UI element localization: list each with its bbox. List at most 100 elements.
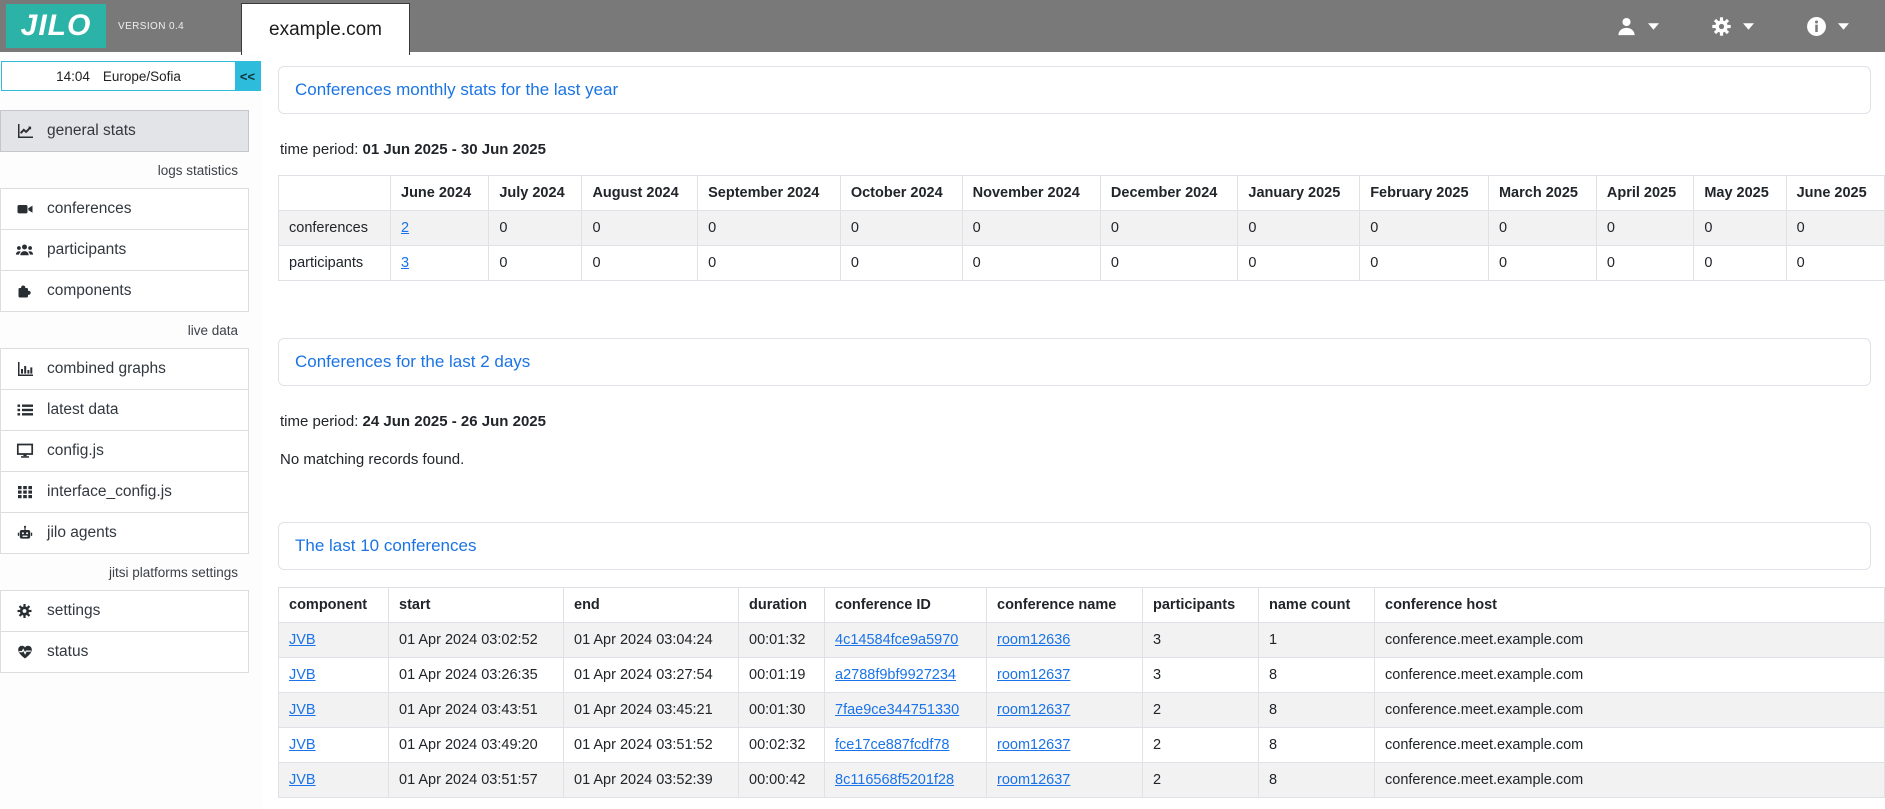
info-icon	[1806, 16, 1827, 37]
sidebar-item-label: general stats	[47, 122, 136, 139]
sidebar-item-general-stats[interactable]: general stats	[0, 110, 249, 152]
sidebar-item-interface-config-js[interactable]: interface_config.js	[0, 471, 249, 513]
table-row: JVB 01 Apr 2024 03:49:20 01 Apr 2024 03:…	[278, 727, 1885, 763]
gear-icon	[15, 603, 34, 620]
monthly-participants-link[interactable]: 3	[401, 255, 410, 271]
component-link[interactable]: JVB	[289, 737, 316, 753]
component-link[interactable]: JVB	[289, 702, 316, 718]
cell: 0	[697, 210, 841, 246]
clock-time: 14:04	[56, 68, 90, 84]
cell-end: 01 Apr 2024 03:04:24	[563, 622, 739, 658]
conference-name-link[interactable]: room12637	[997, 667, 1071, 683]
cell-conference-name: room12637	[986, 727, 1143, 763]
column-header-month: January 2025	[1237, 175, 1361, 211]
cell-participants: 2	[1142, 762, 1259, 798]
sidebar-item-settings[interactable]: settings	[0, 590, 249, 632]
sidebar-item-config-js[interactable]: config.js	[0, 430, 249, 472]
cell-start: 01 Apr 2024 03:49:20	[388, 727, 564, 763]
sidebar-item-status[interactable]: status	[0, 631, 249, 673]
column-header-duration: duration	[738, 587, 825, 623]
cell: 0	[839, 245, 963, 281]
sidebar-item-label: jilo agents	[47, 524, 117, 541]
cell-duration: 00:00:42	[738, 762, 825, 798]
monthly-time-period: time period: 01 Jun 2025 - 30 Jun 2025	[280, 141, 1871, 158]
cell-component: JVB	[278, 657, 389, 693]
conference-id-link[interactable]: 7fae9ce344751330	[835, 702, 960, 718]
sidebar-item-conferences[interactable]: conferences	[0, 188, 249, 230]
cell-participants: 2	[1142, 727, 1259, 763]
sidebar-item-label: config.js	[47, 442, 104, 459]
cell-start: 01 Apr 2024 03:02:52	[388, 622, 564, 658]
conference-id-link[interactable]: a2788f9bf9927234	[835, 667, 956, 683]
cell: 2	[389, 210, 490, 246]
cell-conference-id: fce17ce887fcdf78	[824, 727, 987, 763]
column-header-month: June 2024	[389, 175, 490, 211]
conference-name-link[interactable]: room12637	[997, 702, 1071, 718]
table-header-row: June 2024 July 2024 August 2024 Septembe…	[278, 175, 1885, 211]
cell-conference-host: conference.meet.example.com	[1374, 657, 1885, 693]
time-period-label: time period:	[280, 413, 359, 430]
no-records-message: No matching records found.	[280, 451, 465, 468]
column-header-month: February 2025	[1359, 175, 1489, 211]
sidebar-item-participants[interactable]: participants	[0, 229, 249, 271]
conference-id-link[interactable]: 8c116568f5201f28	[835, 772, 955, 788]
version-label: VERSION 0.4	[118, 20, 185, 32]
sidebar-section-live-data: live data	[187, 323, 238, 338]
component-link[interactable]: JVB	[289, 632, 316, 648]
sidebar-item-label: components	[47, 282, 132, 299]
column-header-name-count: name count	[1258, 587, 1375, 623]
top-right-menus	[1616, 16, 1885, 37]
table-row: JVB 01 Apr 2024 03:26:35 01 Apr 2024 03:…	[278, 657, 1885, 693]
sidebar-item-label: participants	[47, 241, 127, 258]
list-icon	[15, 402, 34, 419]
heart-pulse-icon	[15, 644, 34, 661]
cell: 0	[961, 245, 1101, 281]
last2days-time-period: time period: 24 Jun 2025 - 26 Jun 2025	[280, 413, 1871, 430]
conference-name-link[interactable]: room12637	[997, 737, 1071, 753]
user-menu[interactable]	[1616, 16, 1659, 37]
cell: 0	[1237, 245, 1361, 281]
cell-conference-id: 7fae9ce344751330	[824, 692, 987, 728]
sidebar-item-latest-data[interactable]: latest data	[0, 389, 249, 431]
column-header-conference-name: conference name	[986, 587, 1143, 623]
cell: 0	[581, 245, 699, 281]
cell-end: 01 Apr 2024 03:27:54	[563, 657, 739, 693]
card-title-last-2-days: Conferences for the last 2 days	[278, 338, 1871, 386]
column-header-month: July 2024	[488, 175, 583, 211]
cell-participants: 3	[1142, 657, 1259, 693]
cell-component: JVB	[278, 727, 389, 763]
conference-id-link[interactable]: 4c14584fce9a5970	[835, 632, 959, 648]
platform-tab[interactable]: example.com	[241, 3, 410, 55]
component-link[interactable]: JVB	[289, 667, 316, 683]
sidebar-collapse-button[interactable]: <<	[235, 62, 260, 90]
component-link[interactable]: JVB	[289, 772, 316, 788]
app-logo[interactable]: JILO	[6, 4, 106, 48]
cell-name-count: 1	[1258, 622, 1375, 658]
cell-conference-host: conference.meet.example.com	[1374, 622, 1885, 658]
column-header-end: end	[563, 587, 739, 623]
info-menu[interactable]	[1806, 16, 1849, 37]
cell-conference-host: conference.meet.example.com	[1374, 692, 1885, 728]
cell-end: 01 Apr 2024 03:51:52	[563, 727, 739, 763]
cell: 0	[1693, 210, 1787, 246]
sidebar-item-jilo-agents[interactable]: jilo agents	[0, 512, 249, 554]
cell: 0	[961, 210, 1101, 246]
sidebar-item-components[interactable]: components	[0, 270, 249, 312]
puzzle-piece-icon	[15, 283, 34, 300]
cell: 0	[839, 210, 963, 246]
conference-name-link[interactable]: room12636	[997, 632, 1071, 648]
sidebar-item-combined-graphs[interactable]: combined graphs	[0, 348, 249, 390]
column-header-month: October 2024	[839, 175, 963, 211]
clock-display: 14:04 Europe/Sofia	[2, 62, 235, 90]
conference-name-link[interactable]: room12637	[997, 772, 1071, 788]
settings-menu[interactable]	[1711, 16, 1754, 37]
cell-name-count: 8	[1258, 727, 1375, 763]
cell: 0	[488, 210, 583, 246]
cell: 0	[488, 245, 583, 281]
conference-id-link[interactable]: fce17ce887fcdf78	[835, 737, 950, 753]
monthly-conferences-link[interactable]: 2	[401, 220, 410, 236]
table-header-row: component start end duration conference …	[278, 587, 1885, 623]
column-header-month: December 2024	[1099, 175, 1239, 211]
clock-widget: 14:04 Europe/Sofia <<	[1, 61, 261, 91]
cell-name-count: 8	[1258, 762, 1375, 798]
